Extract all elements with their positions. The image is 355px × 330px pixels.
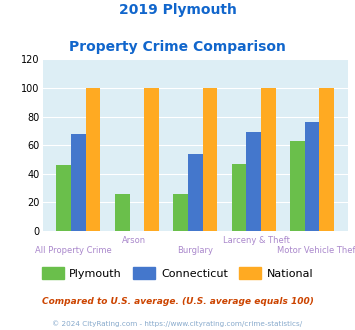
Text: Compared to U.S. average. (U.S. average equals 100): Compared to U.S. average. (U.S. average … [42,297,313,306]
Text: Larceny & Theft: Larceny & Theft [223,236,290,245]
Bar [261,88,275,231]
Bar [173,194,188,231]
Text: 2019 Plymouth: 2019 Plymouth [119,3,236,17]
Bar [144,88,159,231]
Text: Arson: Arson [122,236,146,245]
Bar [320,88,334,231]
Bar [115,194,130,231]
Bar [56,165,71,231]
Bar [232,164,246,231]
Bar [203,88,217,231]
Bar [290,141,305,231]
Text: © 2024 CityRating.com - https://www.cityrating.com/crime-statistics/: © 2024 CityRating.com - https://www.city… [53,320,302,327]
Text: Motor Vehicle Theft: Motor Vehicle Theft [277,246,355,255]
Text: Burglary: Burglary [177,246,213,255]
Legend: Plymouth, Connecticut, National: Plymouth, Connecticut, National [37,263,318,283]
Bar [71,134,86,231]
Bar [188,154,203,231]
Text: Property Crime Comparison: Property Crime Comparison [69,40,286,53]
Bar [305,122,320,231]
Bar [246,132,261,231]
Bar [86,88,100,231]
Text: All Property Crime: All Property Crime [35,246,111,255]
